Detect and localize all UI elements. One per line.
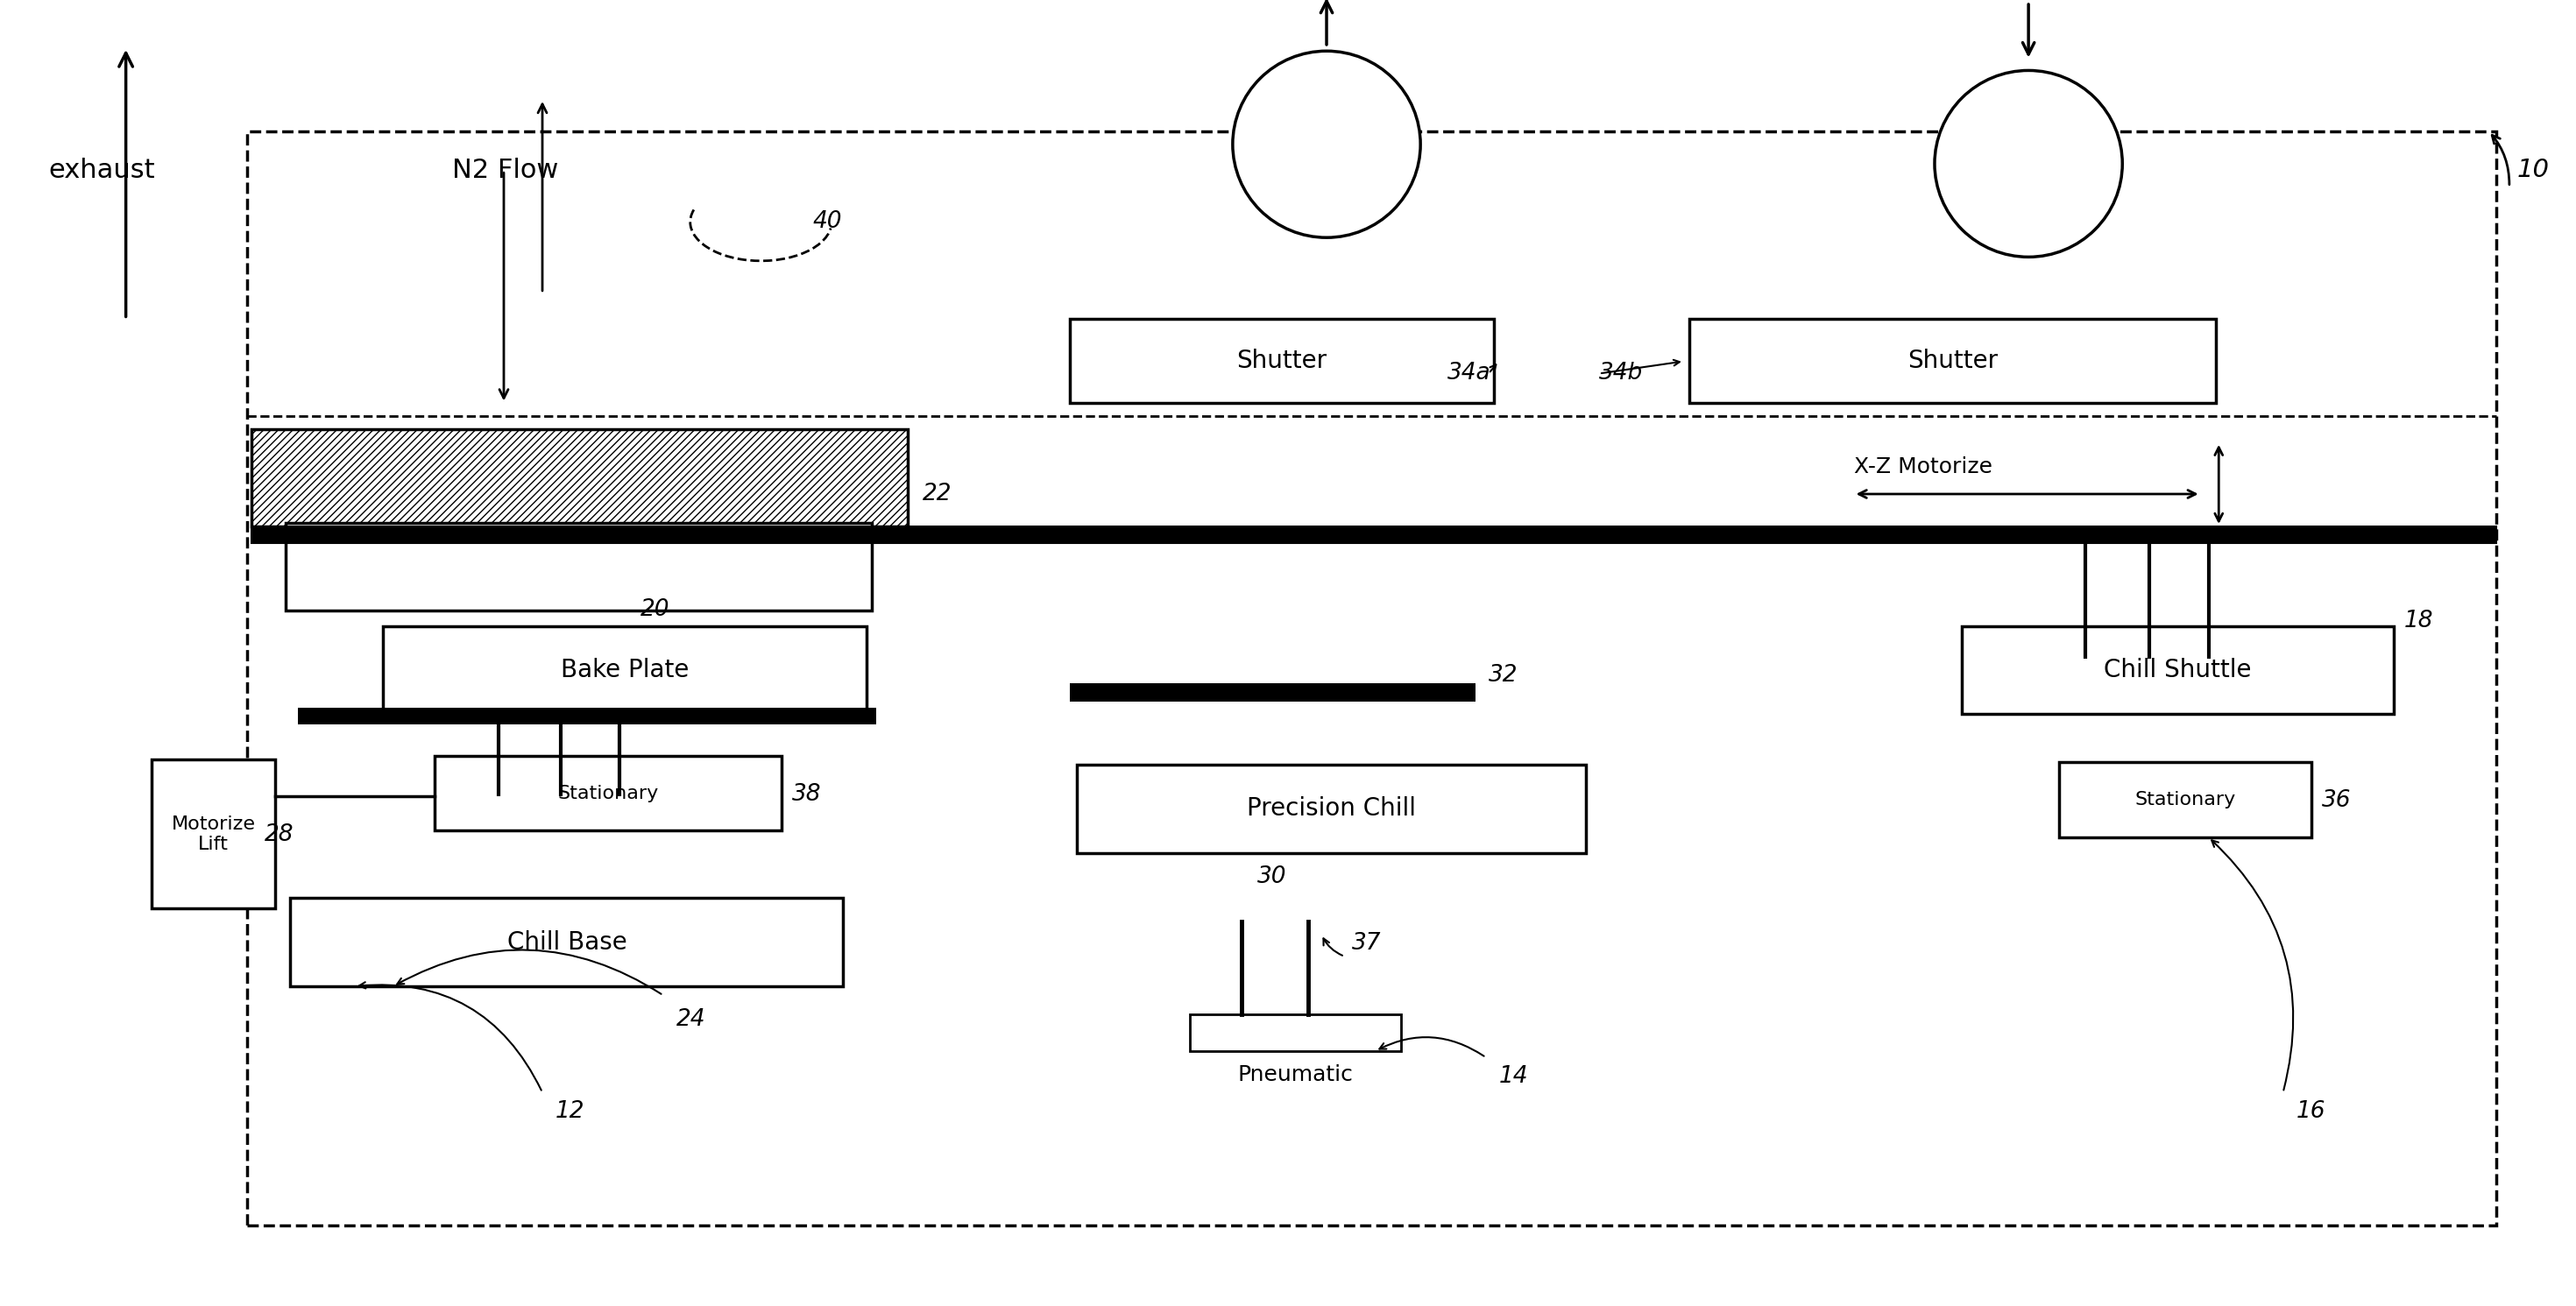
Text: Shutter: Shutter xyxy=(1906,349,1999,374)
Text: Precision Chill: Precision Chill xyxy=(1247,797,1417,821)
FancyBboxPatch shape xyxy=(1069,683,1476,701)
Text: 28: 28 xyxy=(265,823,294,846)
Text: 38: 38 xyxy=(791,784,822,806)
FancyBboxPatch shape xyxy=(291,899,842,986)
Text: 34b: 34b xyxy=(1600,362,1643,385)
Ellipse shape xyxy=(1935,71,2123,257)
FancyBboxPatch shape xyxy=(435,756,781,831)
FancyBboxPatch shape xyxy=(252,526,2496,543)
Text: Bake Plate: Bake Plate xyxy=(562,658,688,683)
Text: Shutter: Shutter xyxy=(1236,349,1327,374)
Text: 16: 16 xyxy=(2295,1101,2326,1123)
Text: 40: 40 xyxy=(811,210,842,234)
FancyBboxPatch shape xyxy=(2058,763,2311,837)
FancyBboxPatch shape xyxy=(252,430,907,526)
FancyBboxPatch shape xyxy=(299,708,876,725)
Text: Chill Shuttle: Chill Shuttle xyxy=(2105,658,2251,683)
Text: Pneumatic: Pneumatic xyxy=(1239,1064,1352,1085)
Text: 24: 24 xyxy=(675,1008,706,1030)
FancyBboxPatch shape xyxy=(1963,626,2393,714)
FancyBboxPatch shape xyxy=(1069,319,1494,404)
Text: 10: 10 xyxy=(2517,158,2550,183)
Text: Chill Base: Chill Base xyxy=(507,930,626,955)
Text: Motorize
Lift: Motorize Lift xyxy=(170,815,255,853)
Text: 18: 18 xyxy=(2403,610,2434,632)
Text: 14: 14 xyxy=(1499,1066,1528,1088)
Text: Stationary: Stationary xyxy=(2136,791,2236,808)
Text: 37: 37 xyxy=(1352,932,1381,955)
Ellipse shape xyxy=(1234,51,1419,238)
Text: 34a: 34a xyxy=(1448,362,1492,385)
FancyBboxPatch shape xyxy=(384,626,866,714)
FancyBboxPatch shape xyxy=(1077,765,1587,853)
Text: 22: 22 xyxy=(922,483,953,505)
Text: Stationary: Stationary xyxy=(556,785,659,802)
FancyBboxPatch shape xyxy=(1190,1015,1401,1051)
Text: 32: 32 xyxy=(1489,663,1517,687)
Text: 30: 30 xyxy=(1257,866,1285,888)
Text: exhaust: exhaust xyxy=(49,158,155,183)
FancyBboxPatch shape xyxy=(286,522,871,611)
Text: X-Z Motorize: X-Z Motorize xyxy=(1855,456,1991,477)
FancyBboxPatch shape xyxy=(1690,319,2215,404)
Text: 36: 36 xyxy=(2321,790,2352,812)
Text: 20: 20 xyxy=(639,598,670,620)
Text: N2 Flow: N2 Flow xyxy=(453,158,559,183)
FancyBboxPatch shape xyxy=(152,760,276,909)
Text: 12: 12 xyxy=(556,1101,585,1123)
